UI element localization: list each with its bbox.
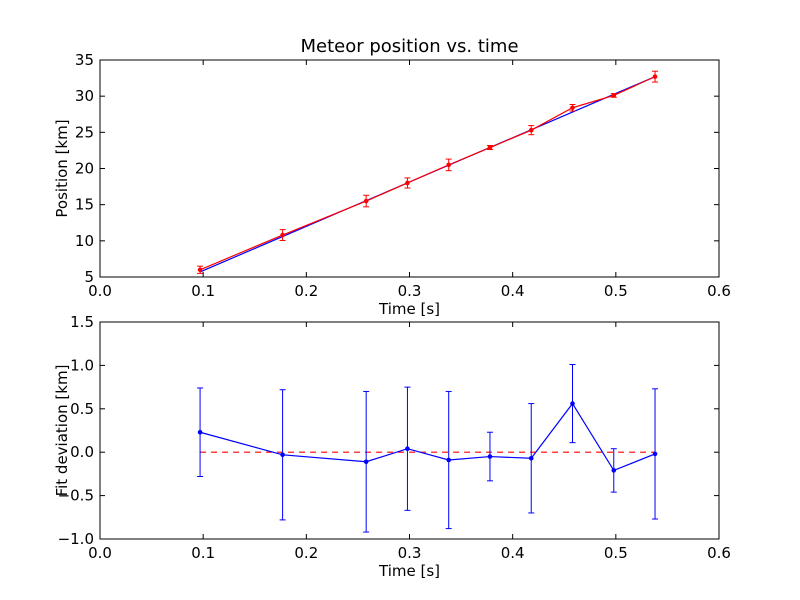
x-tick-label: 0.4: [501, 282, 525, 300]
data-point: [528, 455, 534, 461]
data-point: [197, 429, 203, 435]
x-tick-label: 0.2: [294, 544, 318, 562]
y-tick-label: 10: [75, 232, 94, 250]
y-tick-label: 5: [84, 268, 94, 286]
y-tick-label: 30: [75, 87, 94, 105]
data-point: [570, 401, 575, 406]
x-axis-label: Time [s]: [378, 300, 440, 318]
x-tick-label: 0.4: [501, 544, 525, 562]
data-point: [446, 457, 452, 463]
x-tick-label: 0.2: [294, 282, 318, 300]
y-tick-label: 20: [75, 160, 94, 178]
y-axis-label: Position [km]: [53, 119, 71, 217]
data-point: [652, 74, 658, 79]
x-tick-label: 0.1: [191, 282, 215, 300]
y-tick-label: 15: [75, 196, 94, 214]
series-line-residuals: [199, 402, 656, 472]
x-tick-label: 0.0: [88, 544, 112, 562]
x-tick-label: 0.0: [88, 282, 112, 300]
data-point: [363, 459, 369, 465]
y-tick-label: 0.0: [70, 443, 94, 461]
data-point: [363, 198, 369, 204]
x-tick-label: 0.5: [604, 544, 628, 562]
y-tick-label: 1.0: [70, 356, 94, 374]
data-point: [528, 127, 534, 133]
y-tick-label: 25: [75, 123, 94, 141]
x-tick-label: 0.3: [398, 544, 422, 562]
y-tick-label: 35: [75, 51, 94, 69]
chart-title: Meteor position vs. time: [300, 36, 518, 57]
y-tick-label: 1.5: [70, 313, 94, 331]
data-point: [652, 451, 658, 457]
data-point: [446, 162, 452, 168]
chart-panel-1: 0.0 0.1 0.2 0.3 0.4 0.5 0.6 5 10 15 20 25 30 35 Time […: [53, 36, 731, 318]
data-point: [611, 93, 617, 98]
x-tick-label: 0.6: [707, 282, 731, 300]
chart-panel-2: 0.0 0.1 0.2 0.3 0.4 0.5 0.6 −1.0 −0.5 0.0 0.5 1.0 1.…: [53, 313, 731, 580]
y-tick-label: 0.5: [70, 400, 94, 418]
data-point: [487, 145, 493, 150]
data-point: [405, 180, 410, 186]
x-tick-label: 0.6: [707, 544, 731, 562]
data-point: [611, 468, 617, 473]
data-point: [280, 232, 285, 238]
y-axis-label: Fit deviation [km]: [53, 365, 71, 497]
y-tick-label: −1.0: [58, 530, 94, 548]
x-tick-label: 0.5: [604, 282, 628, 300]
data-point: [197, 267, 203, 273]
series-line-measurements: [199, 76, 656, 271]
x-axis-label: Time [s]: [378, 562, 440, 580]
y-tick-label: −0.5: [58, 487, 94, 505]
data-point: [570, 105, 575, 111]
x-tick-label: 0.1: [191, 544, 215, 562]
data-point: [487, 454, 493, 459]
data-point: [280, 452, 285, 458]
x-tick-label: 0.3: [398, 282, 422, 300]
data-point: [405, 446, 410, 452]
